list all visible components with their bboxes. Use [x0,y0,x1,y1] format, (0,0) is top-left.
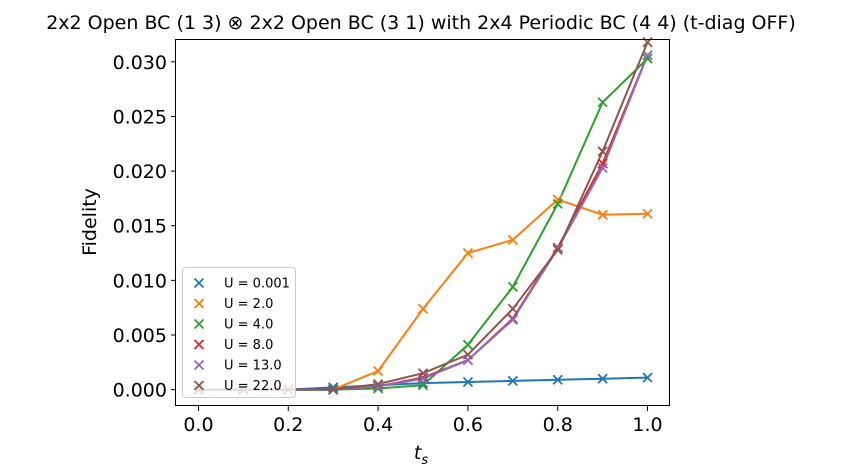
data-point-marker [372,365,384,377]
data-point-marker [372,381,384,392]
data-point-marker [597,158,608,169]
legend-label: U = 0.001 [224,277,290,292]
data-point-marker [552,374,563,385]
data-point-marker [597,97,608,108]
legend-label: U = 22.0 [224,379,282,394]
legend-label: U = 8.0 [224,338,273,353]
y-axis-label: Fidelity [79,188,101,256]
x-tick-label: 1.0 [632,414,662,436]
data-point-marker [597,373,608,384]
data-point-marker [552,244,563,255]
data-point-marker [507,314,518,325]
x-tick-label: 0.8 [543,414,573,436]
data-point-marker [417,303,429,314]
data-point-marker [597,162,608,173]
data-point-marker [642,53,653,64]
y-axis-ticks: 0.000 0.005 0.010 0.015 0.020 0.025 0.030 [113,52,176,402]
x-tick-label: 0.0 [183,414,213,436]
data-point-marker [372,379,384,390]
legend: U = 0.001 U = 2.0 U = 4.0 U = 8.0 U = 13.0 U … [182,267,296,398]
x-tick-label: 0.4 [363,414,393,436]
y-tick-label: 0.015 [113,216,167,238]
data-point-marker [507,234,518,246]
data-point-marker [462,376,474,388]
data-point-marker [507,281,518,293]
chart-title: 2x2 Open BC (1 3) ⊗ 2x2 Open BC (3 1) wi… [46,12,796,34]
data-point-marker [462,247,474,259]
legend-marker [193,339,205,350]
y-tick-label: 0.000 [113,380,167,402]
x-axis-label: ts [414,442,428,468]
legend-label: U = 2.0 [224,297,273,312]
legend-label: U = 13.0 [224,359,282,374]
x-tick-label: 0.2 [273,414,303,436]
x-tick-label: 0.6 [453,414,483,436]
data-point-marker [597,209,608,220]
plot-frame [175,39,670,406]
data-point-marker [328,384,339,395]
y-tick-label: 0.030 [113,52,167,74]
data-point-marker [642,50,653,61]
x-axis-ticks: 0.0 0.2 0.4 0.6 0.8 1.0 [183,406,663,436]
legend-marker [193,298,205,309]
data-point-marker [552,194,563,205]
data-point-marker [507,375,518,387]
data-point-marker [462,349,474,360]
y-tick-label: 0.025 [113,106,167,128]
legend-marker [193,380,205,391]
legend-marker [193,318,205,330]
legend-marker [193,277,205,289]
data-point-marker [552,198,563,210]
data-point-marker [328,382,339,393]
y-tick-label: 0.005 [113,325,167,347]
legend-box [182,267,296,398]
data-point-marker [507,303,518,314]
data-point-marker [642,208,653,219]
y-tick-label: 0.010 [113,270,167,292]
data-point-marker [597,146,608,157]
data-point-marker [372,383,384,394]
data-point-marker [462,339,474,350]
data-point-marker [642,372,653,383]
legend-label: U = 4.0 [224,318,273,333]
y-tick-label: 0.020 [113,161,167,183]
legend-marker [193,359,205,371]
data-point-marker [417,368,429,379]
